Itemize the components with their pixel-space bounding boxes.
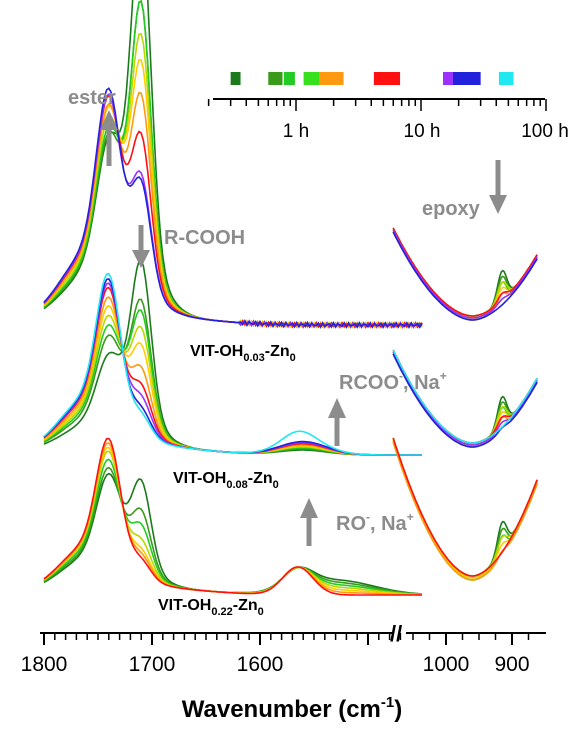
spectrum-panel-2-series-9 [43,272,422,456]
time-color-swatches [230,72,514,85]
epoxy-panel-3-series-2 [392,441,538,581]
sample-label-3: VIT-OH0.22-Zn0 [158,597,264,618]
time-swatch-0 [230,72,241,85]
arrow-up-carboxylate-icon [328,398,346,446]
time-swatch-3 [303,72,320,85]
epoxy-panel-2-series-8 [392,353,538,448]
time-swatch-7 [452,72,481,85]
time-swatch-5 [373,72,401,85]
time-swatch-8 [498,72,514,85]
spectrum-panel-1-series-8 [43,87,423,329]
x-tick-label-1700: 1700 [129,653,176,676]
epoxy-panel-1-series-2 [392,231,538,321]
epoxy-panel-1-series-7 [392,229,538,319]
time-tick-100h: 100 h [521,121,569,142]
annot-rcoo-na: RCOO-, Na+ [339,369,447,394]
x-axis-ticks [43,633,530,645]
epoxy-panel-2-series-3 [392,349,538,444]
spectra-curves [43,0,538,596]
epoxy-panel-2-series-5 [392,353,538,448]
epoxy-panel-3-series-6 [392,437,538,577]
epoxy-panel-1-series-5 [392,231,538,321]
epoxy-panel-3-series-1 [392,439,538,579]
spectrum-panel-1-series-1 [43,0,423,329]
time-swatch-4 [319,72,344,85]
epoxy-panel-2-series-0 [392,349,538,444]
epoxy-panel-3-series-0 [392,437,538,577]
annot-rcooh: R-COOH [164,227,245,249]
epoxy-panel-2-series-7 [392,351,538,446]
epoxy-panel-3-series-4 [392,439,538,579]
time-tick-10h: 10 h [404,121,441,142]
epoxy-panel-1-series-3 [392,227,538,317]
time-swatch-2 [283,72,295,85]
epoxy-panel-2-series-1 [392,351,538,446]
sample-label-1: VIT-OH0.03-Zn0 [190,343,296,364]
epoxy-panel-3-series-3 [392,437,538,577]
epoxy-panel-1-series-0 [392,227,538,317]
x-tick-label-1600: 1600 [237,653,284,676]
arrow-down-acid-icon [132,225,150,268]
x-tick-label-900: 900 [494,653,529,676]
epoxy-panel-1-series-8 [392,231,538,321]
epoxy-panel-2-series-4 [392,351,538,446]
annot-ester: ester [68,87,116,109]
time-tick-1h: 1 h [283,121,309,142]
time-axis-ticks [207,99,547,111]
epoxy-panel-2-series-6 [392,349,538,444]
epoxy-panel-2-series-2 [392,353,538,448]
spectrum-panel-3-series-6 [43,437,422,596]
epoxy-panel-1-series-6 [392,227,538,317]
epoxy-panel-3-series-5 [392,441,538,581]
epoxy-panel-2-series-9 [392,349,538,444]
annot-epoxy: epoxy [422,198,481,220]
epoxy-panel-1-series-1 [392,229,538,319]
time-swatch-6 [443,72,453,85]
sample-label-2: VIT-OH0.08-Zn0 [173,470,279,491]
arrow-up-alkoxide-icon [300,498,318,546]
annotations: ester R-COOH epoxy RCOO-, Na+ RO-, Na+ [68,87,507,546]
time-swatch-1 [268,72,283,85]
annot-ro-na: RO-, Na+ [336,510,414,535]
arrow-up-ester-icon [100,110,118,166]
epoxy-panel-1-series-4 [392,229,538,319]
axis-break-mark: // [390,621,402,646]
x-axis-title: Wavenumber (cm-1) [182,694,403,723]
arrow-down-epoxy-icon [489,160,507,214]
x-tick-label-1800: 1800 [21,653,68,676]
x-tick-label-1000: 1000 [423,653,470,676]
x-axis: // 1800 1700 1600 1000 900 Wavenumber (c… [21,621,546,723]
time-scale: 1 h 10 h 100 h [207,72,569,142]
